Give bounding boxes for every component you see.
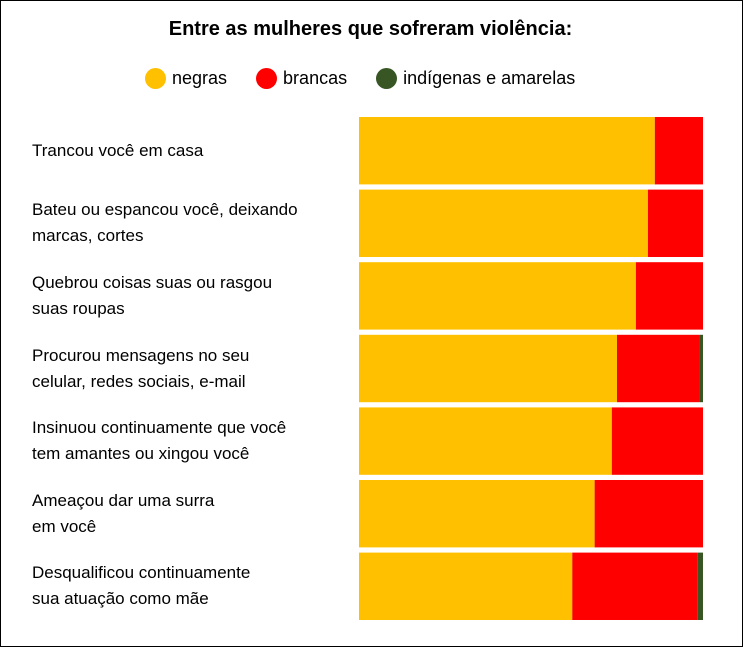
category-label-line: em você <box>32 516 97 536</box>
legend: negras brancas indígenas e amarelas <box>145 68 575 89</box>
category-label-row-4: Procurou mensagens no seu celular, redes … <box>32 343 352 395</box>
category-label-row-5: Insinuou continuamente que você tem amant… <box>32 415 352 467</box>
category-label-line: celular, redes sociais, e-mail <box>32 371 246 391</box>
category-label-line: Desqualificou continuamente <box>32 563 251 583</box>
legend-item-negras: negras <box>145 68 227 89</box>
category-label-row-2: Bateu ou espancou você, deixando marcas, … <box>32 197 352 249</box>
category-label-row-1: Trancou você em casa <box>32 138 352 164</box>
category-label-line: tem amantes ou xingou você <box>32 444 250 464</box>
category-label-line: Quebrou coisas suas ou rasgou <box>32 272 273 292</box>
category-label-line: Procurou mensagens no seu <box>32 345 250 365</box>
category-label-line: Ameaçou dar uma surra <box>32 490 215 510</box>
legend-swatch-indigenas-amarelas <box>376 68 398 89</box>
category-label-line: suas roupas <box>32 298 125 318</box>
category-label-row-3: Quebrou coisas suas ou rasgou suas roupas <box>32 270 352 322</box>
bar-brancas-row-3 <box>635 262 703 330</box>
bar-brancas-row-2 <box>647 189 703 257</box>
bar-negras-row-1 <box>359 117 655 185</box>
bar-brancas-row-6 <box>594 480 703 548</box>
bar-negras-row-7 <box>359 552 573 620</box>
legend-item-indigenas-amarelas: indígenas e amarelas <box>376 68 575 89</box>
bar-indigenas-amarelas-row-7 <box>697 552 703 620</box>
bar-negras-row-6 <box>359 480 595 548</box>
bar-brancas-row-4 <box>617 334 700 403</box>
bar-negras-row-3 <box>359 262 636 330</box>
bar-brancas-row-5 <box>611 407 703 475</box>
category-label-line: Trancou você em casa <box>32 140 204 160</box>
category-label-line: Insinuou continuamente que você <box>32 418 287 438</box>
category-label-row-7: Desqualificou continuamente sua atuação c… <box>32 560 352 612</box>
chart-title: Entre as mulheres que sofreram violência… <box>168 18 573 40</box>
category-label-line: marcas, cortes <box>32 226 144 246</box>
bar-negras-row-2 <box>359 189 648 257</box>
bar-brancas-row-1 <box>654 117 703 185</box>
legend-label-indigenas-amarelas: indígenas e amarelas <box>403 68 576 88</box>
bar-negras-row-4 <box>359 334 617 403</box>
category-label-line: Bateu ou espancou você, deixando <box>32 200 298 220</box>
bar-brancas-row-7 <box>572 552 698 620</box>
bar-negras-row-5 <box>359 407 612 475</box>
legend-swatch-brancas <box>256 68 278 89</box>
legend-item-brancas: brancas <box>256 68 347 89</box>
bar-indigenas-amarelas-row-4 <box>699 334 703 403</box>
legend-swatch-negras <box>145 68 166 89</box>
legend-label-brancas: brancas <box>283 68 348 88</box>
category-label-row-6: Ameaçou dar uma surra em você <box>32 488 352 540</box>
legend-label-negras: negras <box>172 68 228 88</box>
category-label-line: sua atuação como mãe <box>32 589 209 609</box>
